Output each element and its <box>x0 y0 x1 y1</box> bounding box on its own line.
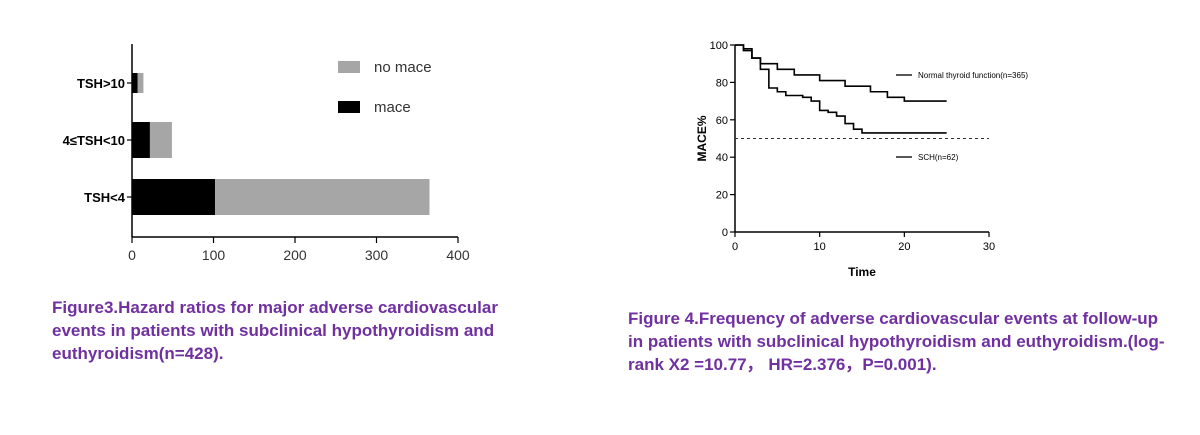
bar-segment-mace <box>132 73 138 93</box>
curve-sch <box>735 44 947 134</box>
series-label: SCH(n=62) <box>918 153 959 162</box>
legend-swatch <box>338 101 360 113</box>
bar-segment-mace <box>132 122 150 158</box>
curve-normal <box>735 44 947 102</box>
series-label: Normal thyroid function(n=365) <box>918 71 1028 80</box>
y-axis-title: MACE% <box>695 115 709 161</box>
y-tick-label: 80 <box>716 77 728 89</box>
bar-segment-no-mace <box>149 122 172 158</box>
legend-label: mace <box>374 99 411 116</box>
category-label: 4≤TSH<10 <box>63 133 125 148</box>
y-tick-label: 40 <box>716 152 728 164</box>
y-tick-label: 100 <box>710 40 728 52</box>
y-tick-label: 20 <box>716 190 728 202</box>
legend-label: no mace <box>374 59 432 76</box>
x-tick-label: 30 <box>983 241 995 253</box>
x-tick-label: 200 <box>283 247 307 263</box>
y-tick-label: 60 <box>716 115 728 127</box>
y-tick-label: 0 <box>722 227 728 239</box>
category-label: TSH>10 <box>77 76 125 91</box>
x-tick-label: 100 <box>202 247 226 263</box>
legend-swatch <box>338 61 360 73</box>
bar-segment-no-mace <box>137 73 144 93</box>
figure4-caption: Figure 4.Frequency of adverse cardiovasc… <box>628 309 1165 374</box>
x-axis-title: Time <box>848 265 876 279</box>
x-tick-label: 0 <box>128 247 136 263</box>
mace-survival-chart: 0 20 40 60 80 100 0 10 20 30 Time MACE% Normal thyro… <box>695 40 1028 279</box>
hazard-bar-chart: 0 100 200 300 400 TSH>10 4≤TSH<10 TSH<4 no mace m… <box>63 44 470 263</box>
bar-segment-mace <box>132 179 216 215</box>
bar-segment-no-mace <box>215 179 430 215</box>
x-tick-label: 0 <box>732 241 738 253</box>
x-tick-label: 400 <box>446 247 470 263</box>
figure3-caption: Figure3.Hazard ratios for major adverse … <box>52 298 498 363</box>
x-tick-label: 10 <box>814 241 826 253</box>
x-tick-label: 300 <box>365 247 389 263</box>
category-label: TSH<4 <box>84 190 126 205</box>
x-tick-label: 20 <box>898 241 910 253</box>
